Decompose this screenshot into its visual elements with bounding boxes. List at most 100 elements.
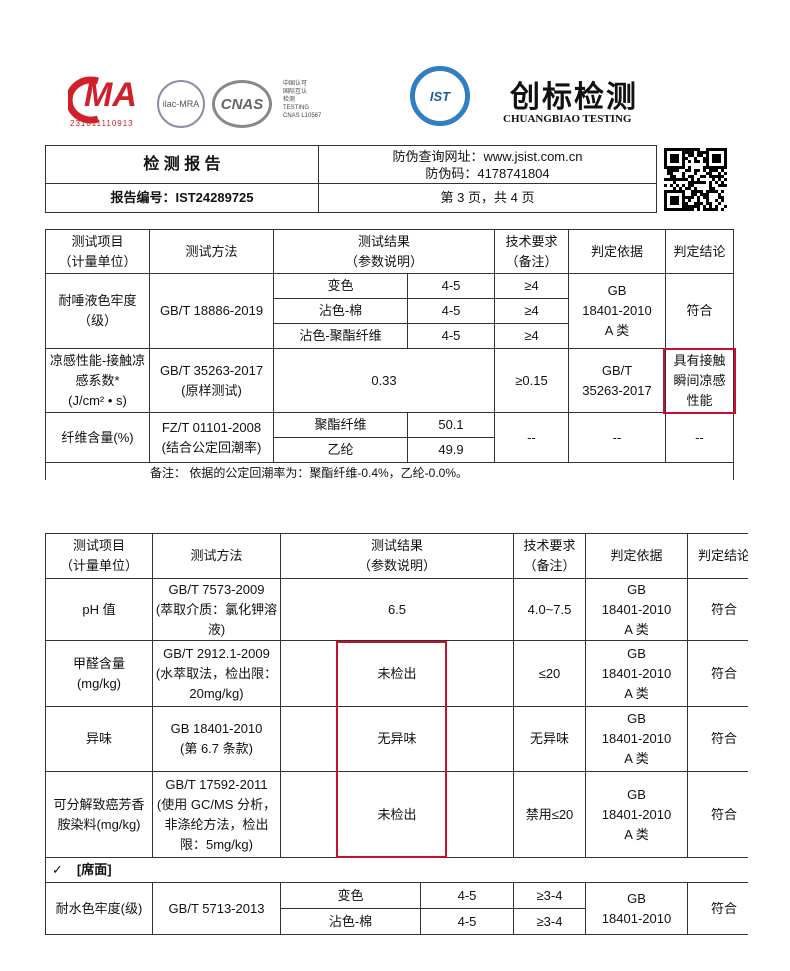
qr-module <box>682 193 685 196</box>
qr-module <box>673 166 676 169</box>
qr-module <box>706 190 709 193</box>
cnas-text: 中国认可 国际互认 检测 TESTING CNAS L10567 <box>283 81 322 119</box>
qr-module <box>718 193 721 196</box>
section-row: ✓ [席面] <box>45 857 748 883</box>
qr-module <box>664 199 667 202</box>
qr-module <box>703 157 706 160</box>
qr-module <box>706 166 709 169</box>
qr-module <box>697 196 700 199</box>
cma-logo <box>68 76 99 124</box>
cma-arc <box>68 76 99 124</box>
qr-module <box>667 166 670 169</box>
qr-module <box>718 160 721 163</box>
qr-module <box>721 184 724 187</box>
qr-module <box>679 190 682 193</box>
requirement-cell: ≥3-4 <box>513 882 586 909</box>
table-2: 测试项目 （计量单位） 测试方法 测试结果 （参数说明） 技术要求 （备注） 判定依据判… <box>45 533 748 935</box>
qr-module <box>712 178 715 181</box>
item-cell: pH 值 <box>45 578 153 641</box>
cnas-logo: CNAS <box>212 80 272 128</box>
qr-module <box>673 199 676 202</box>
qr-module <box>688 196 691 199</box>
conclusion-cell: 符合 <box>687 882 748 935</box>
qr-module <box>676 169 679 172</box>
qr-module <box>703 181 706 184</box>
qr-module <box>694 160 697 163</box>
qr-module <box>715 181 718 184</box>
basis-cell: GB 18401-2010 A 类 <box>585 578 688 641</box>
qr-module <box>670 169 673 172</box>
qr-module <box>721 148 724 151</box>
qr-module <box>718 202 721 205</box>
qr-module <box>688 166 691 169</box>
qr-module <box>706 193 709 196</box>
section-label: [席面] <box>76 862 112 877</box>
cma-number: 231011110913 <box>70 119 134 128</box>
qr-module <box>706 157 709 160</box>
qr-module <box>712 208 715 211</box>
qr-module <box>709 208 712 211</box>
qr-module <box>697 205 700 208</box>
qr-module <box>682 190 685 193</box>
header-cell: 测试结果 （参数说明） <box>280 533 514 579</box>
header-cell: 测试方法 <box>152 533 281 579</box>
qr-module <box>691 193 694 196</box>
qr-module <box>667 208 670 211</box>
brand-cn: 创标检测 <box>510 81 638 114</box>
qr-module <box>682 157 685 160</box>
qr-module <box>706 163 709 166</box>
qr-module <box>670 166 673 169</box>
qr-module <box>682 208 685 211</box>
qr-module <box>703 205 706 208</box>
qr-module <box>673 157 676 160</box>
qr-module <box>715 154 718 157</box>
qr-module <box>673 148 676 151</box>
qr-module <box>694 190 697 193</box>
qr-module <box>688 175 691 178</box>
qr-module <box>724 178 727 181</box>
qr-module <box>721 181 724 184</box>
qr-module <box>673 190 676 193</box>
qr-module <box>709 169 712 172</box>
qr-module <box>694 157 697 160</box>
section-check: ✓ <box>52 862 63 877</box>
qr-module <box>703 151 706 154</box>
conclusion-cell: 符合 <box>687 578 748 641</box>
qr-module <box>688 199 691 202</box>
qr-module <box>670 178 673 181</box>
qr-module <box>664 208 667 211</box>
qr-module <box>709 175 712 178</box>
qr-module <box>703 166 706 169</box>
qr-module <box>721 175 724 178</box>
qr-module <box>712 190 715 193</box>
conclusion-cell: 符合 <box>687 706 748 772</box>
method-cell: GB/T 35263-2017 (原样测试) <box>149 348 274 413</box>
qr-module <box>706 196 709 199</box>
qr-module <box>664 163 667 166</box>
header-cell: 测试项目 （计量单位） <box>45 533 153 579</box>
anti-fake: 防伪查询网址：www.jsist.com.cn 防伪码：4178741804 <box>318 145 657 184</box>
qr-module <box>673 178 676 181</box>
conclusion-cell: 符合 <box>687 640 748 707</box>
qr-module <box>724 160 727 163</box>
qr-module <box>700 175 703 178</box>
qr-module <box>700 190 703 193</box>
qr-module <box>694 181 697 184</box>
qr-module <box>682 166 685 169</box>
qr-module <box>694 193 697 196</box>
qr-module <box>709 166 712 169</box>
qr-module <box>685 151 688 154</box>
qr-module <box>676 199 679 202</box>
requirement-cell: ≥3-4 <box>513 908 586 935</box>
qr-module <box>673 196 676 199</box>
qr-module <box>664 205 667 208</box>
qr-module <box>691 151 694 154</box>
qr-module <box>685 202 688 205</box>
qr-module <box>688 151 691 154</box>
qr-module <box>691 205 694 208</box>
qr-module <box>706 208 709 211</box>
qr-module <box>682 205 685 208</box>
note-cell: 备注： 依据的公定回潮率为：聚酯纤维-0.4%，乙纶-0.0%。 <box>45 462 734 480</box>
qr-module <box>718 154 721 157</box>
result-value: 4-5 <box>420 908 514 935</box>
